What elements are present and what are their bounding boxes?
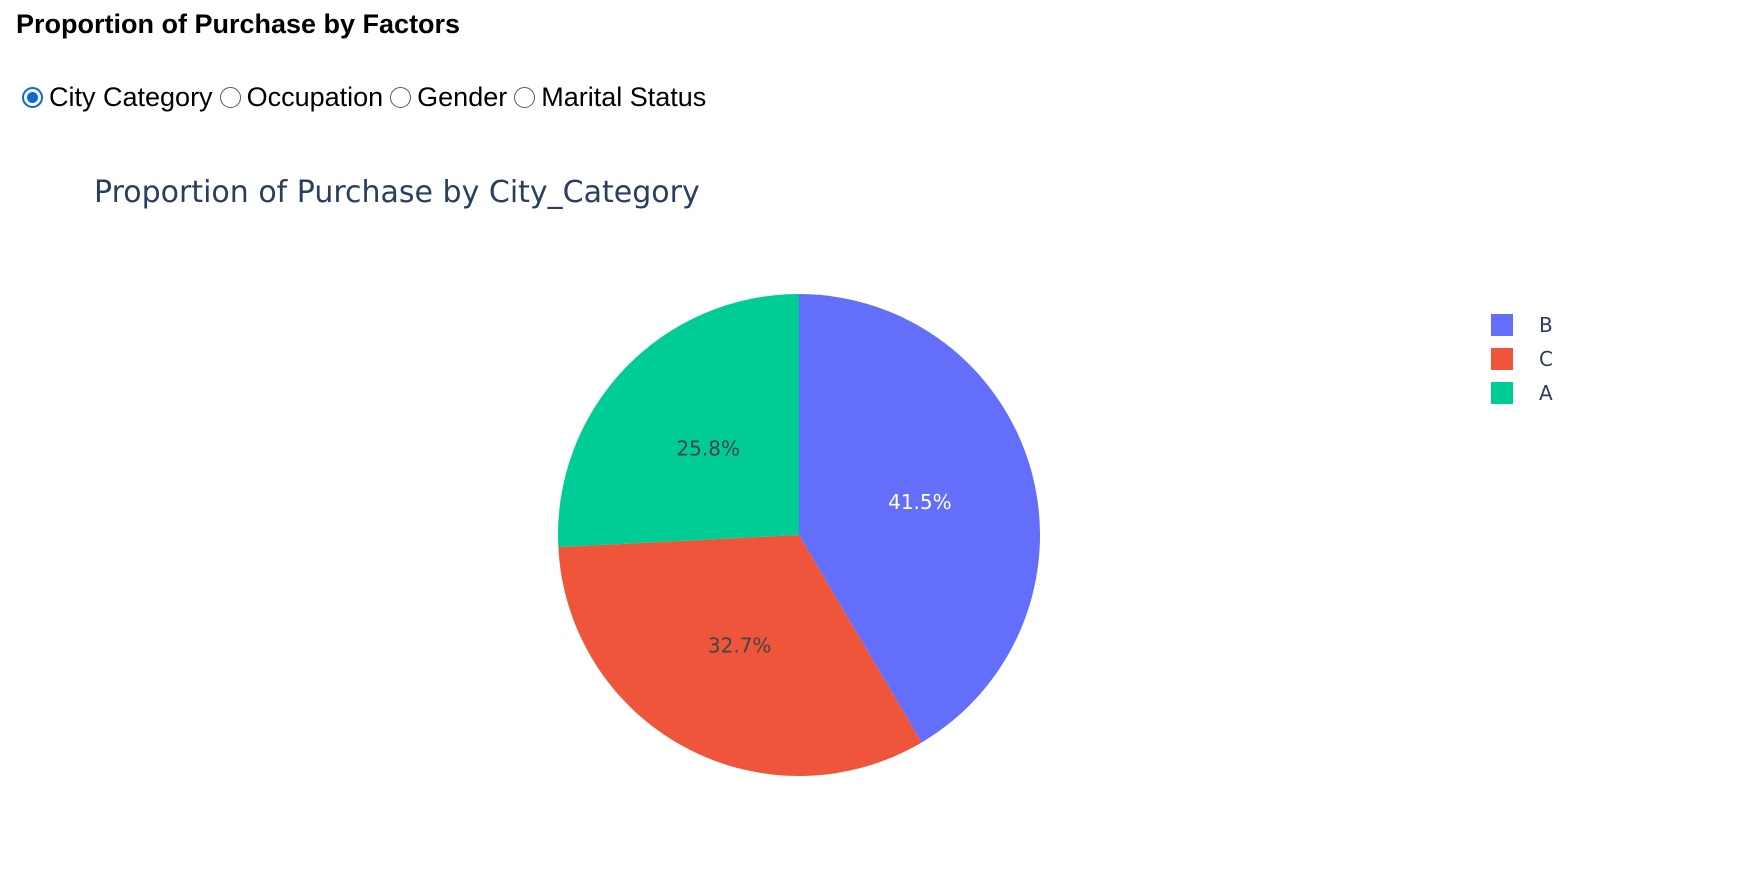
pie-slice-a[interactable] bbox=[558, 294, 799, 548]
radio-marital-status[interactable]: Marital Status bbox=[514, 82, 706, 113]
page-heading: Proportion of Purchase by Factors bbox=[16, 9, 461, 39]
legend-item-a[interactable]: A bbox=[1491, 376, 1553, 410]
pie-slice-label: 41.5% bbox=[888, 490, 952, 514]
legend-swatch bbox=[1491, 382, 1513, 404]
pie-slice-label: 25.8% bbox=[676, 437, 740, 461]
legend-swatch bbox=[1491, 314, 1513, 336]
radio-label: Marital Status bbox=[541, 82, 707, 112]
legend-item-c[interactable]: C bbox=[1491, 342, 1553, 376]
legend-item-b[interactable]: B bbox=[1491, 308, 1553, 342]
radio-label: Gender bbox=[417, 82, 508, 112]
radio-button-checked-icon[interactable] bbox=[22, 87, 43, 108]
pie-slice-b[interactable] bbox=[799, 294, 1040, 743]
chart-legend: B C A bbox=[1491, 308, 1553, 410]
radio-city-category[interactable]: City Category bbox=[22, 82, 213, 113]
radio-occupation[interactable]: Occupation bbox=[219, 82, 384, 113]
legend-label: A bbox=[1539, 381, 1553, 405]
pie-slice-c[interactable] bbox=[558, 535, 922, 776]
legend-swatch bbox=[1491, 348, 1513, 370]
legend-label: B bbox=[1539, 313, 1553, 337]
radio-label: City Category bbox=[49, 82, 213, 112]
pie-slice-label: 32.7% bbox=[708, 633, 772, 657]
legend-label: C bbox=[1539, 347, 1553, 371]
factor-radio-group: City Category Occupation Gender Marital … bbox=[22, 82, 713, 113]
chart-title: Proportion of Purchase by City_Category bbox=[94, 175, 700, 210]
radio-button-icon[interactable] bbox=[219, 87, 241, 108]
radio-label: Occupation bbox=[246, 82, 384, 112]
radio-button-icon[interactable] bbox=[390, 87, 412, 108]
radio-button-icon[interactable] bbox=[514, 87, 536, 108]
radio-gender[interactable]: Gender bbox=[390, 82, 507, 113]
